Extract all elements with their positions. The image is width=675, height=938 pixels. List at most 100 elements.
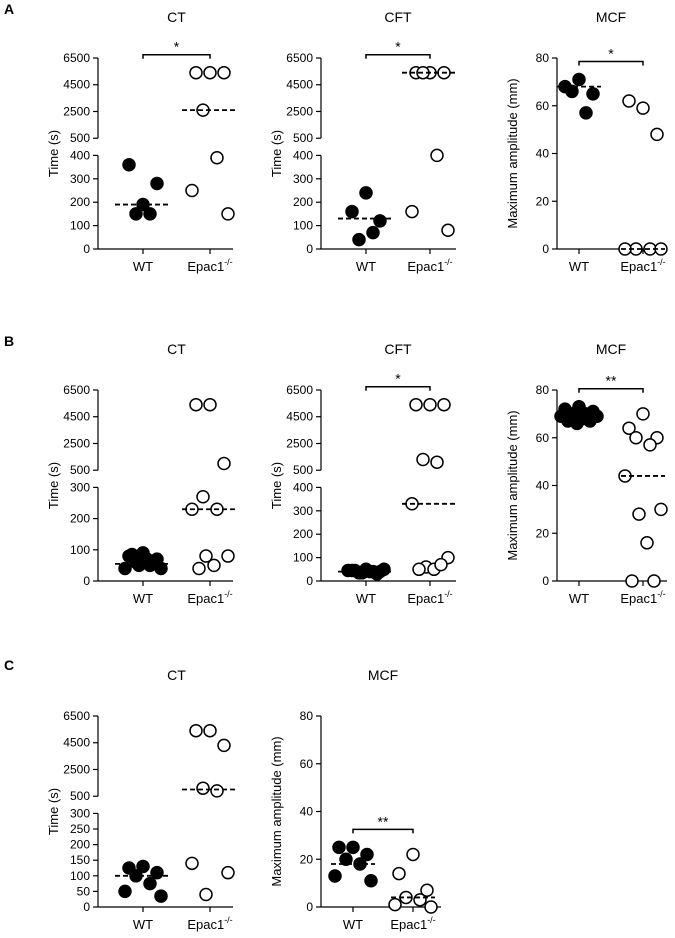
y-tick-label: 6500 [63,709,90,723]
epac-point [192,561,206,576]
y-tick-label: 6500 [63,51,90,65]
wt-point [143,876,157,891]
category-text: Epac1 [620,591,657,606]
x-tick-label: WT [569,259,589,274]
epac-point [409,397,423,412]
x-tick-label: WT [356,259,376,274]
wt-point [370,567,384,581]
epac-point [203,397,217,412]
epac-point [441,223,455,238]
wt-point [129,207,143,221]
y-tick-label: 4500 [286,410,313,424]
significance-bracket [142,53,211,59]
y-tick-label: 100 [293,551,313,565]
x-tick-label: WT [133,259,153,274]
y-tick-label: 500 [293,463,313,477]
wt-point [586,87,600,101]
category-superscript: -/- [657,589,666,599]
epac-point [185,856,199,871]
epac-point [632,507,646,521]
y-tick-label: 100 [70,219,90,233]
epac-point [647,574,661,588]
y-tick-label: 20 [536,194,550,208]
significance-label: * [174,39,180,55]
x-tick-label: WT [133,917,153,932]
y-tick-label: 4500 [63,78,90,92]
epac-point [217,456,231,471]
wt-point [136,859,150,874]
y-tick-label: 0 [83,574,90,588]
category-text: Epac1 [187,917,224,932]
wt-point [118,561,132,576]
y-tick-label: 40 [536,147,550,161]
x-tick-label: Epac1-/- [390,915,435,932]
y-axis-label: Maximum amplitude (mm) [505,78,520,228]
epac-point [622,94,636,108]
epac-point [221,549,235,563]
epac-point [629,431,643,445]
wt-point [150,176,164,191]
y-tick-label: 60 [536,99,550,113]
y-tick-label: 300 [293,504,313,518]
y-tick-label: 200 [70,838,90,852]
y-axis-label: Time (s) [46,788,61,835]
y-tick-label: 400 [293,480,313,494]
wt-point [570,416,584,431]
y-axis-label: Maximum amplitude (mm) [505,410,520,560]
epac-point [640,536,654,550]
y-tick-label: 300 [70,806,90,820]
epac-point [221,207,235,221]
epac-point [203,723,217,738]
category-superscript: -/- [427,915,436,925]
y-tick-label: 2500 [63,762,90,776]
epac-point [196,781,210,795]
chart-title: CT [167,341,186,357]
y-tick-label: 0 [306,242,313,256]
chart-title: MCF [596,341,626,357]
y-tick-label: 80 [536,51,550,65]
chart-title: MCF [596,9,626,25]
y-tick-label: 20 [536,526,550,540]
wt-point [583,414,597,428]
wt-point [122,158,136,172]
significance-label: * [395,371,401,387]
epac-point [654,502,668,517]
y-tick-label: 300 [70,172,90,186]
epac-point [199,549,213,563]
y-tick-label: 2500 [286,104,313,118]
y-axis-label: Time (s) [269,130,284,177]
y-tick-label: 60 [536,431,550,445]
y-tick-label: 80 [536,383,550,397]
y-tick-label: 50 [77,884,91,898]
y-axis-label: Time (s) [46,130,61,177]
category-text: Epac1 [390,917,427,932]
epac-point [217,738,231,753]
y-tick-label: 2500 [63,104,90,118]
category-superscript: -/- [444,589,453,599]
y-tick-label: 0 [542,574,549,588]
y-tick-label: 100 [70,543,90,557]
y-tick-label: 4500 [63,410,90,424]
x-tick-label: Epac1-/- [407,257,452,274]
category-superscript: -/- [444,257,453,267]
y-tick-label: 0 [306,574,313,588]
epac-point [189,397,203,412]
epac-point [199,887,213,902]
significance-label: ** [378,813,389,829]
epac-point [203,65,217,80]
epac-point [210,150,224,165]
chart-title: CFT [384,9,412,25]
chart-title: MCF [368,667,398,683]
x-tick-label: WT [133,591,153,606]
y-tick-label: 6500 [63,383,90,397]
y-tick-label: 400 [70,148,90,162]
wt-point [572,72,586,87]
y-tick-label: 200 [293,195,313,209]
chart-title: CT [167,9,186,25]
epac-point [207,558,221,573]
y-tick-label: 6500 [286,383,313,397]
y-tick-label: 250 [70,822,90,836]
wt-point [366,225,380,240]
epac-point [424,900,438,914]
